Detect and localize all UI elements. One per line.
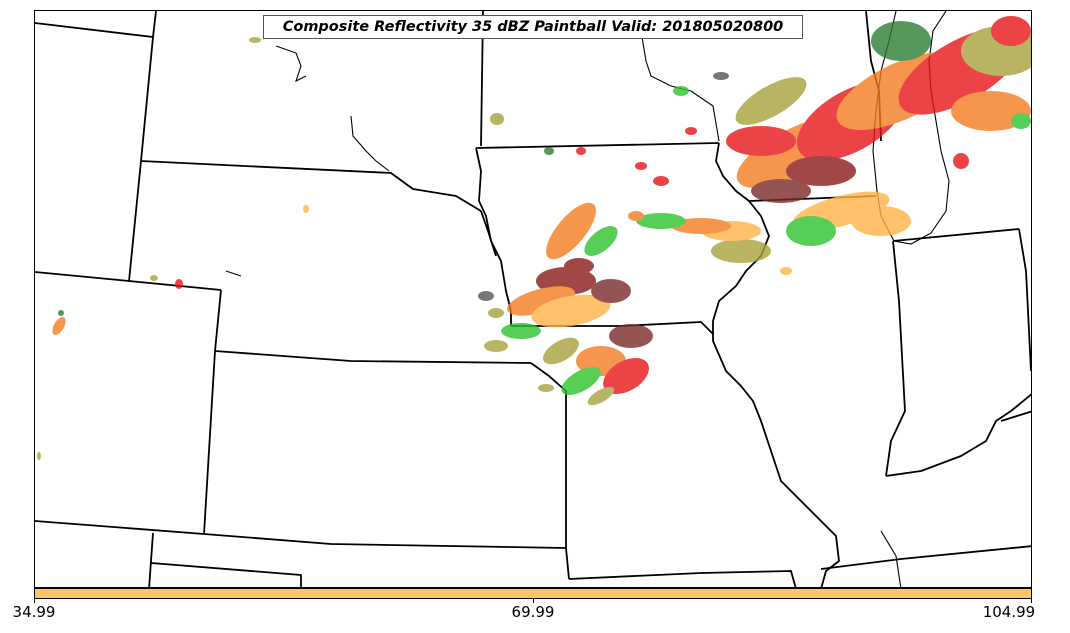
boundary-tx [150, 562, 302, 587]
boundary-sd-ne [140, 160, 482, 212]
paint-blob [871, 21, 931, 61]
boundary-ia-ne [480, 210, 497, 257]
paint-blob [546, 202, 596, 260]
paint-blob [671, 218, 731, 234]
colorbar-tick [34, 599, 35, 603]
colorbar-tick-label: 104.99 [982, 603, 1036, 621]
boundary-mo-ar [568, 570, 797, 587]
boundary-il-in [885, 240, 906, 477]
paint-blob [584, 226, 618, 256]
paint-blob [52, 316, 66, 336]
paint-blob [1011, 113, 1031, 129]
paint-blob [786, 216, 836, 246]
paint-blob [609, 324, 653, 348]
paint-blob [542, 337, 580, 365]
paint-blob [635, 162, 647, 170]
boundary-in-oh [1018, 228, 1031, 372]
paint-blob [780, 267, 792, 275]
title-box: Composite Reflectivity 35 dBZ Paintball … [263, 15, 803, 39]
paint-blob [561, 367, 601, 395]
boundary-ne-ks [214, 350, 532, 364]
paint-blob [37, 452, 41, 460]
paint-blob [303, 205, 309, 213]
colorbar-tick-label: 69.99 [511, 603, 555, 621]
colorbar-tick-label: 34.99 [12, 603, 56, 621]
paint-blob [751, 179, 811, 203]
paint-blob [484, 340, 508, 352]
paint-blob [249, 37, 261, 43]
boundary-ks-mo [530, 362, 570, 580]
paint-blob [685, 127, 697, 135]
reservoir-sd [640, 30, 720, 142]
boundary-ky-tn [820, 545, 1031, 570]
paint-blob [591, 279, 631, 303]
map-canvas [35, 11, 1031, 587]
lake-ks [225, 270, 242, 277]
paint-blob [851, 206, 911, 236]
boundary-ok-tx [148, 532, 154, 587]
paint-blob [150, 275, 158, 281]
boundary-co-n [35, 271, 222, 291]
paint-blob [653, 176, 669, 186]
colorbar-tick [533, 599, 534, 603]
paint-blob [531, 294, 611, 328]
colorbar-tick [1031, 599, 1032, 603]
paint-blob [175, 279, 183, 289]
paint-blob [673, 86, 689, 96]
reservoir-tx [880, 530, 902, 587]
paint-blob [628, 211, 644, 221]
paint-blob [786, 156, 856, 186]
paint-blob [711, 239, 771, 263]
paint-blob [726, 126, 796, 156]
paint-blob [564, 258, 594, 274]
boundary-mt-wy [140, 11, 157, 162]
paint-blob [501, 323, 541, 339]
paint-blob [991, 16, 1031, 46]
paint-blob [603, 357, 649, 395]
paint-blob [507, 286, 575, 316]
paint-blob [488, 308, 504, 318]
boundary-wy-ne [128, 160, 142, 282]
paint-blob [636, 213, 686, 229]
paint-blob [478, 291, 494, 301]
paint-blob [735, 77, 807, 125]
boundary-lake-erie [1000, 410, 1031, 422]
boundary-il-in-top [892, 228, 1020, 242]
paint-blob [538, 384, 554, 392]
lake-superior-shore [275, 45, 307, 83]
paint-blob [587, 386, 615, 406]
map-panel [34, 10, 1032, 588]
colorbar [34, 588, 1032, 599]
paint-blob [576, 147, 586, 155]
boundary-ut-co [203, 289, 222, 535]
paint-blob [953, 153, 969, 169]
paint-blob [713, 72, 729, 80]
paint-blob [544, 147, 554, 155]
boundary-ohio-river [885, 393, 1031, 477]
map-title: Composite Reflectivity 35 dBZ Paintball … [282, 19, 784, 35]
reflectivity-paint [37, 16, 1031, 460]
boundary-ks-ok [35, 520, 567, 549]
lake-missouri-reservoir [350, 115, 390, 172]
boundary-mn-ia [475, 142, 720, 149]
paint-blob [58, 310, 64, 316]
boundary-nd-sd [35, 22, 154, 38]
paint-blob [490, 113, 504, 125]
